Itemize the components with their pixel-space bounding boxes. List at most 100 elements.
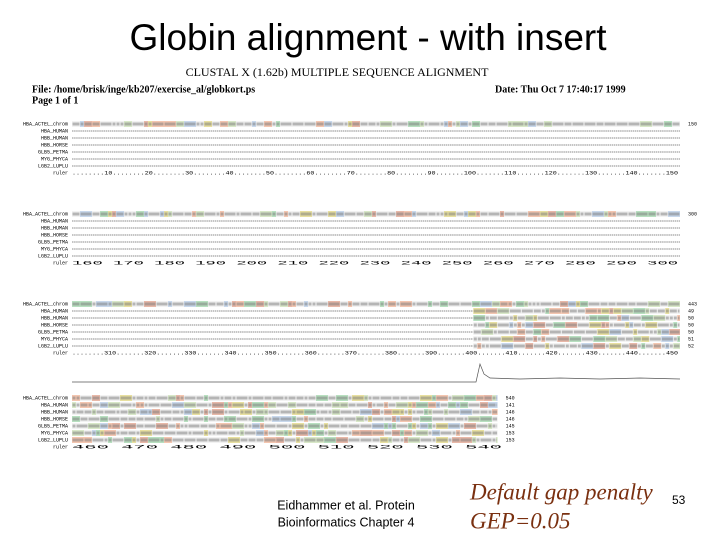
residue-glyph: [485, 323, 489, 327]
residue-glyph: [388, 403, 396, 407]
residue-glyph: [152, 410, 160, 414]
residue-glyph: [92, 410, 96, 414]
ruler: ........310.......320.......330.......34…: [72, 350, 678, 356]
residue-glyph: [72, 438, 84, 442]
residue-glyph: [392, 410, 400, 414]
residue-glyph: [657, 309, 665, 313]
residue-glyph: [236, 396, 248, 400]
residue-glyph: [597, 316, 609, 320]
residue-glyph: [188, 417, 192, 421]
residue-glyph: [621, 330, 633, 334]
residue-glyph: [280, 410, 292, 414]
residue-glyph: [168, 212, 172, 216]
residue-glyph: [404, 431, 412, 435]
residue-glyph: [176, 122, 184, 126]
residue-glyph: [200, 122, 204, 126]
residue-glyph: [509, 330, 517, 334]
residue-glyph: [404, 212, 412, 216]
residue-glyph: [144, 424, 156, 428]
residue-glyph: [525, 316, 533, 320]
residue-glyph: [368, 417, 372, 421]
residue-glyph: [360, 302, 368, 306]
sequence-end: 50: [688, 329, 694, 335]
residue-glyph: [368, 396, 372, 400]
residue-glyph: [521, 309, 533, 313]
residue-glyph: [136, 431, 140, 435]
residue-glyph: [92, 438, 104, 442]
residue-glyph: [324, 417, 332, 421]
residue-glyph: [665, 316, 669, 320]
sequence-area: HBA_ACTEL_chrom 150HBA_HUMANHBB_HUMANHBB_…: [23, 121, 697, 450]
residue-glyph: [629, 344, 637, 348]
residue-glyph: [473, 323, 477, 327]
residue-glyph: [124, 438, 132, 442]
residue-glyph: [200, 424, 208, 428]
residue-glyph: [272, 122, 276, 126]
residue-glyph: [200, 410, 204, 414]
residue-glyph: [513, 337, 525, 341]
residue-glyph: [548, 212, 556, 216]
residue-glyph: [296, 410, 304, 414]
residue-glyph: [336, 396, 348, 400]
residue-glyph: [420, 396, 432, 400]
residue-glyph: [573, 330, 585, 334]
residue-glyph: [344, 417, 356, 421]
residue-glyph: [192, 212, 196, 216]
residue-glyph: [160, 438, 164, 442]
residue-glyph: [180, 396, 184, 400]
residue-glyph: [184, 438, 196, 442]
residue-glyph: [148, 122, 152, 126]
residue-glyph: [420, 122, 424, 126]
residue-glyph: [400, 431, 404, 435]
residue-glyph: [156, 396, 168, 400]
residue-glyph: [456, 417, 464, 421]
note-line: Default gap penalty: [469, 479, 653, 504]
residue-glyph: [176, 431, 188, 435]
residue-glyph: [677, 337, 680, 341]
residue-glyph: [412, 212, 416, 216]
residue-glyph: [304, 417, 308, 421]
residue-glyph: [220, 396, 224, 400]
residue-glyph: [136, 403, 140, 407]
residue-glyph: [100, 212, 108, 216]
residue-glyph: [372, 410, 380, 414]
residue-glyph: [264, 403, 268, 407]
residue-glyph: [316, 410, 320, 414]
residue-glyph: [376, 403, 384, 407]
sequence-end: 153: [506, 430, 515, 436]
residue-glyph: [100, 396, 108, 400]
residue-glyph: [244, 403, 248, 407]
residue-glyph: [444, 410, 448, 414]
residue-glyph: [480, 438, 492, 442]
residue-glyph: [360, 424, 372, 428]
residue-glyph: [140, 438, 148, 442]
residue-glyph: [489, 337, 501, 341]
residue-glyph: [268, 403, 276, 407]
residue-glyph: [412, 410, 416, 414]
residue-glyph: [396, 302, 400, 306]
residue-glyph: [196, 403, 208, 407]
residue-glyph: [112, 122, 116, 126]
residue-glyph: [428, 431, 432, 435]
residue-glyph: [593, 344, 605, 348]
residue-glyph: [152, 431, 164, 435]
ruler: 160 170 180 190 200 210 220 230 240 250 …: [72, 260, 678, 266]
residue-glyph: [653, 316, 665, 320]
residue-glyph: [192, 417, 204, 421]
residue-glyph: [669, 323, 673, 327]
residue-glyph: [256, 302, 264, 306]
residue-glyph: [216, 424, 220, 428]
residue-glyph: [508, 302, 512, 306]
residue-glyph: [96, 302, 108, 306]
residue-glyph: [176, 396, 180, 400]
residue-glyph: [517, 330, 525, 334]
residue-glyph: [196, 438, 208, 442]
residue-glyph: [72, 122, 80, 126]
residue-glyph: [220, 212, 224, 216]
residue-glyph: [500, 302, 508, 306]
residue-glyph: [136, 438, 140, 442]
residue-glyph: [444, 122, 448, 126]
residue-glyph: [100, 403, 108, 407]
sequence-name: MYG_PHYCA: [41, 430, 68, 436]
